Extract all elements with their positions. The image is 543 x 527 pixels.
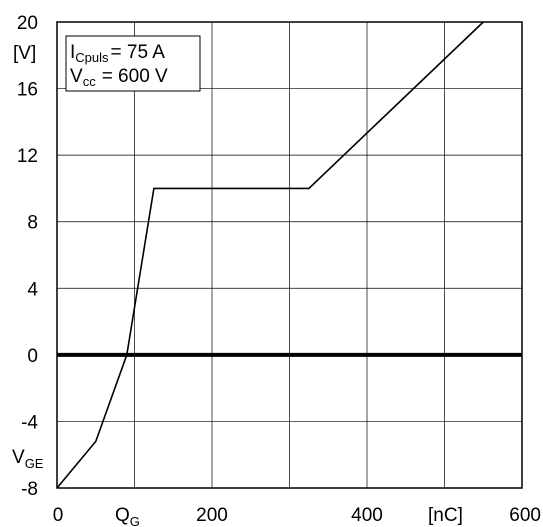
annotation-line-2: Vcc = 600 V (70, 66, 168, 89)
grid-lines (56, 21, 523, 489)
x-tick-label: 600 (509, 505, 541, 526)
x-tick-label: 400 (351, 505, 383, 526)
series-line (56, 21, 484, 489)
y-tick-label: 4 (27, 279, 38, 300)
x-tick-label: 0 (53, 505, 64, 526)
y-tick-labels: -8 -4 0 4 8 12 16 20 (17, 13, 39, 500)
plot-frame (56, 21, 523, 489)
x-tick-label: 200 (196, 505, 228, 526)
y-tick-label: 16 (17, 80, 38, 101)
y-tick-label: -8 (21, 479, 38, 500)
x-axis-label: QG (115, 505, 140, 527)
annotation-line-1: ICpuls = 75 A (70, 42, 165, 65)
annotation-box: ICpuls = 75 A Vcc = 600 V (65, 35, 201, 92)
y-tick-label: 8 (27, 213, 38, 234)
x-unit-label: [nC] (428, 505, 463, 526)
y-tick-label: 20 (17, 13, 38, 34)
y-tick-label: 0 (27, 346, 38, 367)
y-axis-label: VGE (12, 447, 44, 471)
y-tick-label: -4 (21, 412, 38, 433)
annotation-frame (65, 35, 201, 92)
x-tick-labels: 0 200 400 600 (53, 505, 541, 526)
y-unit-label: [V] (13, 43, 36, 64)
y-tick-label: 12 (17, 146, 38, 167)
